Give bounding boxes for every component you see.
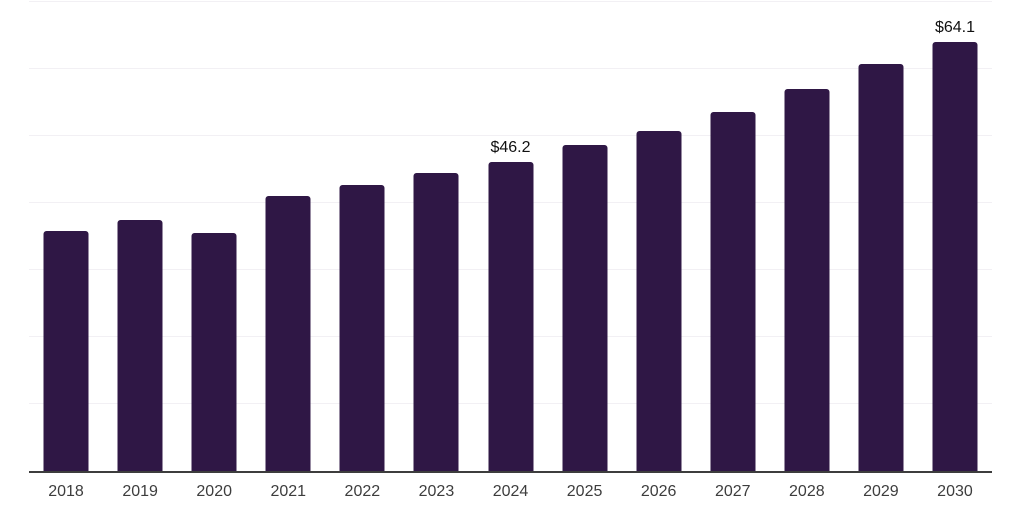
- bar-slot-2018: [29, 2, 103, 471]
- x-tick-2028: 2028: [789, 483, 825, 500]
- data-label-2030: $64.1: [934, 18, 975, 36]
- bar-2021: [265, 196, 311, 471]
- plot-area: $46.2 $64.1: [29, 1, 992, 473]
- bar-slot-2021: [251, 2, 325, 471]
- x-tick-2025: 2025: [566, 483, 603, 500]
- gridline-50: [29, 135, 992, 136]
- bar-slot-2030: $64.1: [918, 2, 992, 471]
- x-tick-2027: 2027: [714, 483, 751, 500]
- bar-2025: [562, 145, 608, 471]
- bar-slot-2022: [325, 2, 399, 471]
- bar-slot-2029: [844, 2, 918, 471]
- bar-slot-2026: [622, 2, 696, 471]
- bar-slot-2027: [696, 2, 770, 471]
- x-axis-tick-labels: 2018 2019 2020 2021 2022 2023 2024 2025 2026 2027…: [29, 483, 992, 501]
- x-tick-2020: 2020: [196, 483, 232, 500]
- x-tick-2018: 2018: [48, 483, 84, 500]
- gridline-70: [29, 1, 992, 2]
- bar-2018: [43, 231, 89, 471]
- x-tick-2026: 2026: [640, 483, 677, 500]
- bar-slot-2019: [103, 2, 177, 471]
- bar-slot-2028: [770, 2, 844, 471]
- x-tick-2029: 2029: [863, 483, 899, 500]
- bar-2026: [636, 131, 682, 471]
- bar-2020: [191, 232, 237, 471]
- x-tick-2021: 2021: [270, 483, 307, 500]
- bar-2029: [858, 64, 904, 471]
- x-tick-2030: 2030: [937, 483, 973, 500]
- bar-2027: [710, 111, 756, 471]
- x-tick-2024: 2024: [492, 483, 529, 500]
- bar-2022: [339, 184, 385, 471]
- bar-2024: [488, 161, 533, 471]
- x-tick-2023: 2023: [418, 483, 455, 500]
- x-tick-2019: 2019: [122, 483, 158, 500]
- bar-2028: [784, 89, 830, 471]
- bar-slot-2025: [548, 2, 622, 471]
- bar-2030: [932, 41, 978, 471]
- x-tick-2022: 2022: [344, 483, 381, 500]
- bars-container: $46.2 $64.1: [29, 2, 992, 471]
- bar-slot-2020: [177, 2, 251, 471]
- data-label-2024: $46.2: [490, 138, 531, 156]
- bar-slot-2023: [399, 2, 473, 471]
- bar-2019: [117, 219, 163, 471]
- gridline-60: [29, 68, 992, 69]
- bar-slot-2024: $46.2: [473, 2, 547, 471]
- bar-2023: [413, 172, 459, 471]
